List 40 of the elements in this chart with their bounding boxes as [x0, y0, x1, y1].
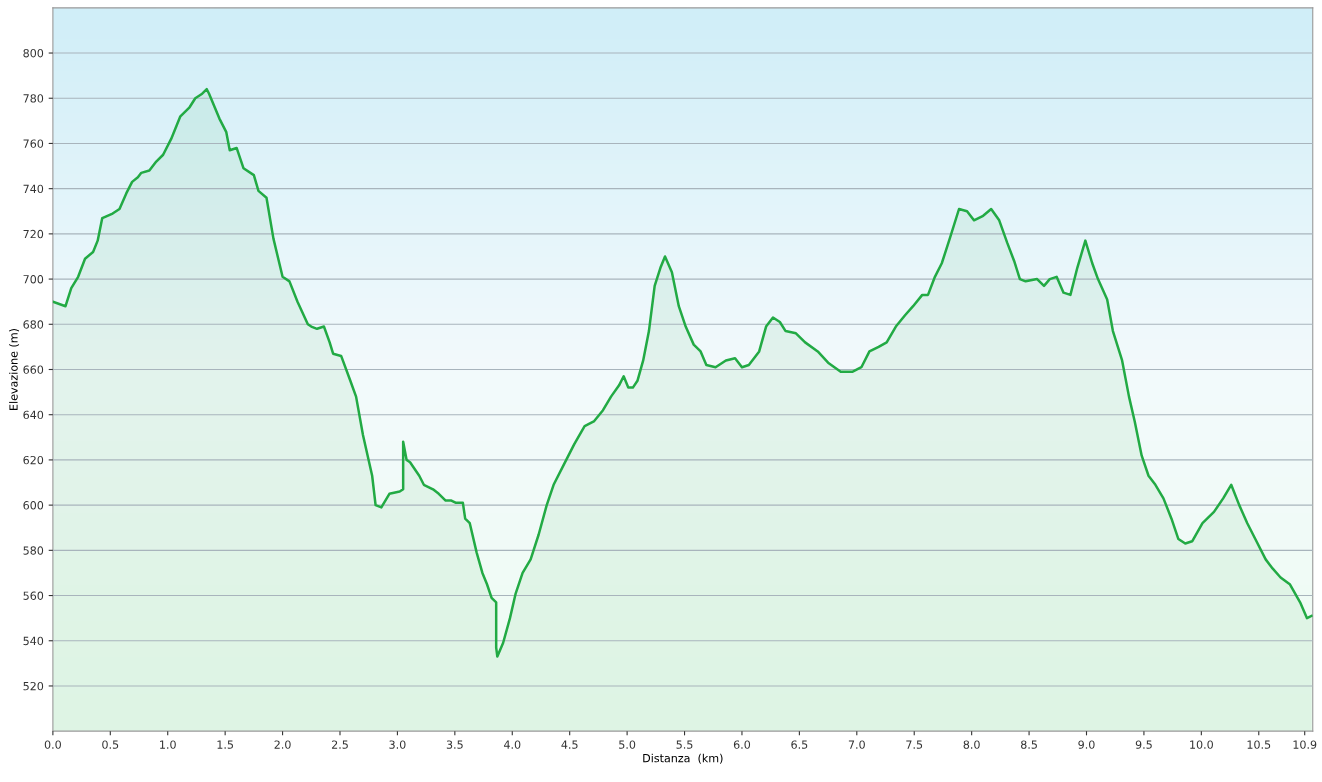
x-tick-label: 3.5 [446, 740, 463, 749]
y-tick-label: 560 [23, 591, 44, 600]
y-tick-label: 780 [23, 94, 44, 103]
x-tick-label: 4.0 [503, 740, 521, 749]
x-tick-label: 6.5 [791, 740, 808, 749]
x-tick-label: 4.5 [561, 740, 578, 749]
y-tick-label: 640 [23, 410, 44, 420]
x-tick-label: 1.5 [217, 740, 234, 749]
x-tick-label: 9.5 [1135, 740, 1152, 749]
x-tick-label: 8.5 [1020, 740, 1037, 749]
y-tick-label: 620 [23, 455, 44, 465]
y-tick-label: 600 [23, 501, 44, 510]
x-tick-label: 10.9 [1293, 740, 1317, 749]
x-tick-label: 9.0 [1078, 740, 1095, 749]
y-tick-label: 680 [23, 320, 44, 329]
x-tick-label: 2.5 [331, 740, 348, 749]
x-tick-label: 5.0 [619, 740, 636, 749]
x-tick-label: 2.0 [274, 740, 291, 749]
x-tick-label: 10.5 [1247, 740, 1271, 749]
x-tick-label: 1.0 [160, 740, 176, 749]
x-axis-title: Distanza (km) [643, 753, 723, 764]
x-tick-label: 3.0 [389, 740, 406, 749]
y-tick-label: 580 [23, 546, 44, 555]
x-tick-label: 5.5 [676, 740, 693, 749]
x-tick-label: 10.0 [1190, 740, 1213, 749]
x-tick-label: 7.0 [848, 740, 865, 749]
y-tick-label: 660 [23, 365, 44, 374]
x-tick-label: 0.5 [102, 740, 119, 749]
x-tick-label: 8.0 [963, 740, 980, 749]
x-tick-label: 7.5 [906, 740, 923, 749]
y-tick-label: 760 [23, 139, 44, 148]
y-tick-label: 720 [23, 229, 44, 239]
y-tick-label: 700 [23, 275, 44, 284]
y-tick-label: 740 [23, 184, 44, 194]
x-tick-label: 6.0 [733, 740, 751, 749]
y-tick-label: 800 [23, 49, 44, 58]
y-axis-title: Elevazione (m) [9, 328, 20, 410]
y-tick-label: 540 [23, 636, 44, 646]
x-tick-label: 0.0 [44, 740, 61, 749]
y-tick-label: 520 [23, 681, 44, 691]
